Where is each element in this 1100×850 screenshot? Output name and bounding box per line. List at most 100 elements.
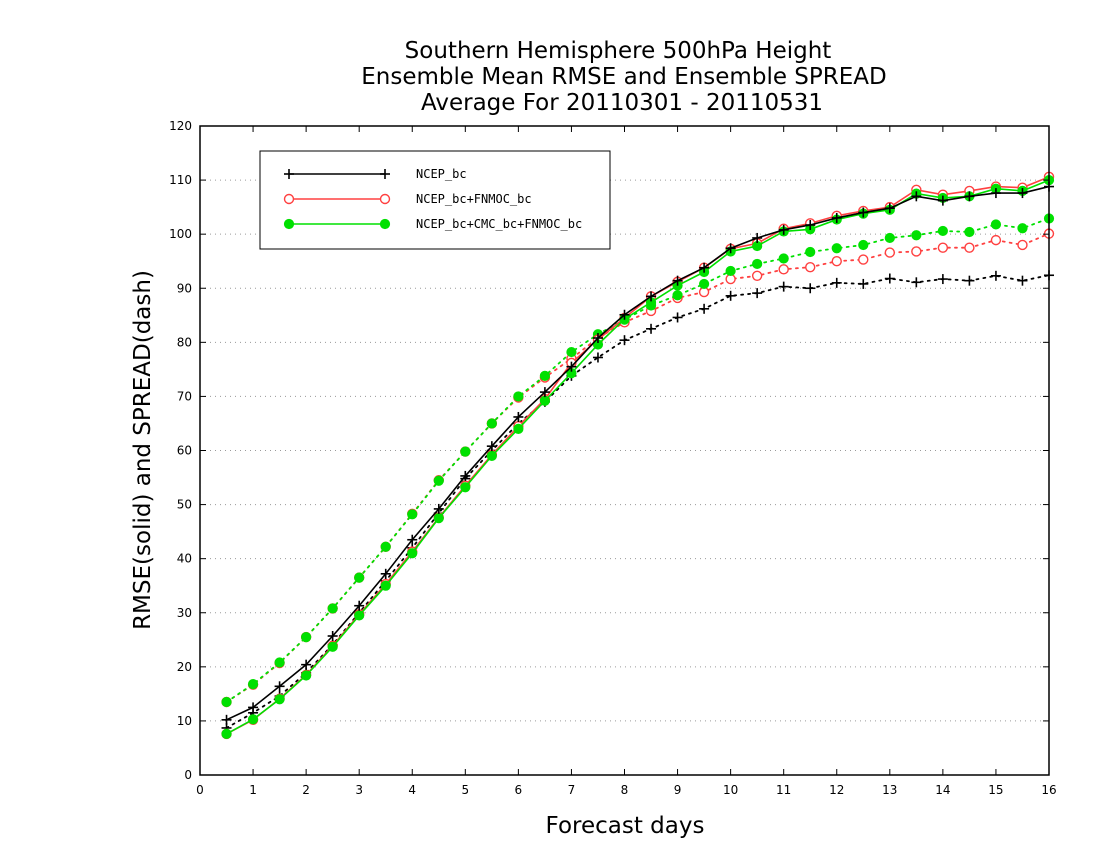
legend-box — [259, 150, 611, 250]
ncep-bc-rmse-point — [937, 195, 948, 206]
y-tick-label: 70 — [177, 389, 192, 403]
y-tick-label: 10 — [177, 714, 192, 728]
x-tick-label: 10 — [723, 783, 738, 797]
ncep-bc-rmse-point — [221, 714, 232, 725]
ncep-bc-rmse-point — [248, 702, 259, 713]
x-tick-label: 0 — [196, 783, 204, 797]
ncep-bc-fnmoc-bc-spread-point — [990, 234, 1002, 246]
ncep-bc-cmc-bc-fnmoc-bc-spread-point — [327, 603, 338, 614]
ncep-bc-spread-point — [752, 288, 763, 299]
ncep-bc-spread-point — [831, 277, 842, 288]
x-tick-label: 2 — [302, 783, 310, 797]
ncep-bc-spread-point — [619, 335, 630, 346]
ncep-bc-fnmoc-bc-spread-point — [778, 264, 789, 275]
x-tick-label: 6 — [515, 783, 523, 797]
ncep-bc-cmc-bc-fnmoc-bc-spread-point — [221, 696, 232, 708]
ncep-bc-cmc-bc-fnmoc-bc-spread-point — [354, 572, 365, 583]
y-tick-label: 40 — [177, 552, 192, 566]
ncep-bc-spread-point — [672, 312, 683, 323]
ncep-bc-rmse-point — [646, 291, 657, 302]
ncep-bc-cmc-bc-fnmoc-bc-spread-point — [725, 265, 736, 277]
x-tick-label: 16 — [1041, 783, 1056, 797]
ncep-bc-cmc-bc-fnmoc-bc-rmse-point — [407, 548, 418, 559]
title-line-1: Southern Hemisphere 500hPa Height — [405, 38, 832, 64]
legend-marker — [380, 169, 390, 179]
x-tick-label: 12 — [829, 783, 844, 797]
ncep-bc-fnmoc-bc-spread-point — [964, 242, 975, 253]
y-tick-label: 110 — [169, 173, 192, 187]
x-tick-label: 11 — [776, 783, 791, 797]
x-tick-label: 7 — [568, 783, 576, 797]
ncep-bc-cmc-bc-fnmoc-bc-spread-point — [911, 230, 922, 241]
ncep-bc-spread-point — [646, 323, 657, 334]
ncep-bc-rmse-point — [725, 243, 736, 254]
ncep-bc-cmc-bc-fnmoc-bc-spread-point — [460, 446, 471, 457]
y-tick-label: 50 — [177, 498, 192, 512]
ncep-bc-rmse-point — [592, 333, 603, 344]
ncep-bc-cmc-bc-fnmoc-bc-spread-point — [752, 258, 763, 270]
ncep-bc-fnmoc-bc-spread-line — [225, 232, 1050, 703]
ncep-bc-spread-point — [884, 273, 895, 284]
ncep-bc-rmse-point — [433, 503, 444, 514]
legend-marker — [379, 193, 391, 205]
legend-label: NCEP_bc+FNMOC_bc — [416, 192, 532, 206]
ncep-bc-cmc-bc-fnmoc-bc-spread-point — [301, 631, 312, 643]
ncep-bc-cmc-bc-fnmoc-bc-spread-point — [990, 219, 1002, 230]
ncep-bc-cmc-bc-fnmoc-bc-rmse-point — [327, 641, 338, 652]
ncep-bc-cmc-bc-fnmoc-bc-rmse-point — [380, 580, 391, 591]
ncep-bc-cmc-bc-fnmoc-bc-spread-point — [380, 541, 391, 552]
x-axis-label: Forecast days — [546, 813, 705, 839]
ncep-bc-fnmoc-bc-spread-point — [911, 246, 922, 257]
tick-labels: 0 1 2 3 4 5 6 7 8 9 10 11 12 13 14 15 160102030405060708… — [169, 119, 1057, 797]
y-tick-label: 60 — [177, 444, 192, 458]
ncep-bc-cmc-bc-fnmoc-bc-spread-point — [698, 278, 710, 290]
y-tick-label: 30 — [177, 606, 192, 620]
ncep-bc-spread-point — [858, 278, 869, 289]
ncep-bc-fnmoc-bc-spread-point — [831, 256, 842, 267]
legend-marker — [283, 193, 295, 205]
ncep-bc-cmc-bc-fnmoc-bc-spread-point — [805, 246, 816, 258]
x-tick-label: 4 — [408, 783, 416, 797]
chart-title: Southern Hemisphere 500hPa Height Ensemb… — [361, 38, 886, 116]
ncep-bc-fnmoc-bc-spread-point — [805, 261, 816, 273]
ncep-bc-cmc-bc-fnmoc-bc-spread-point — [672, 290, 683, 301]
ncep-bc-rmse-point — [327, 631, 338, 642]
ncep-bc-rmse-point — [486, 441, 497, 452]
ncep-bc-cmc-bc-fnmoc-bc-rmse-point — [221, 728, 232, 739]
ncep-bc-cmc-bc-fnmoc-bc-spread-point — [247, 679, 259, 690]
ncep-bc-cmc-bc-fnmoc-bc-rmse-line — [225, 179, 1050, 735]
ncep-bc-rmse-point — [274, 681, 285, 692]
title-line-2: Ensemble Mean RMSE and Ensemble SPREAD — [361, 64, 886, 90]
ncep-bc-fnmoc-bc-rmse-line — [225, 176, 1050, 735]
legend-marker — [379, 218, 391, 230]
ncep-bc-cmc-bc-fnmoc-bc-rmse-point — [247, 714, 259, 725]
ncep-bc-fnmoc-bc-spread-point — [858, 254, 869, 265]
y-axis-label: RMSE(solid) and SPREAD(dash) — [130, 270, 156, 630]
ncep-bc-fnmoc-bc-spread-point — [937, 242, 949, 253]
ncep-bc-spread-point — [1017, 275, 1028, 286]
ncep-bc-cmc-bc-fnmoc-bc-spread-point — [274, 657, 285, 668]
ncep-bc-cmc-bc-fnmoc-bc-spread-point — [778, 253, 789, 264]
legend-marker — [284, 169, 294, 179]
x-tick-label: 15 — [988, 783, 1003, 797]
ncep-bc-rmse-point — [354, 600, 365, 611]
ncep-bc-rmse-point — [460, 470, 471, 481]
ncep-bc-spread-point — [778, 281, 789, 292]
ncep-bc-rmse-point — [752, 232, 763, 243]
legend-label: NCEP_bc+CMC_bc+FNMOC_bc — [416, 217, 582, 231]
y-tick-label: 100 — [169, 227, 192, 241]
grid — [200, 179, 1049, 722]
ncep-bc-rmse-point — [911, 191, 922, 202]
ncep-bc-cmc-bc-fnmoc-bc-rmse-point — [274, 694, 285, 705]
ncep-bc-cmc-bc-fnmoc-bc-spread-point — [831, 243, 842, 254]
legend: NCEP_bc NCEP_bc+FNMOC_bc NCEP_bc+CMC_bc+FN… — [259, 150, 611, 250]
x-tick-label: 14 — [935, 783, 950, 797]
ncep-bc-rmse-point — [539, 387, 550, 398]
ncep-bc-cmc-bc-fnmoc-bc-spread-point — [566, 346, 577, 358]
ncep-bc-cmc-bc-fnmoc-bc-spread-point — [513, 391, 524, 402]
ncep-bc-cmc-bc-fnmoc-bc-spread-point — [937, 225, 948, 237]
x-tick-label: 1 — [249, 783, 257, 797]
y-tick-label: 20 — [177, 660, 192, 674]
y-tick-label: 80 — [177, 335, 192, 349]
